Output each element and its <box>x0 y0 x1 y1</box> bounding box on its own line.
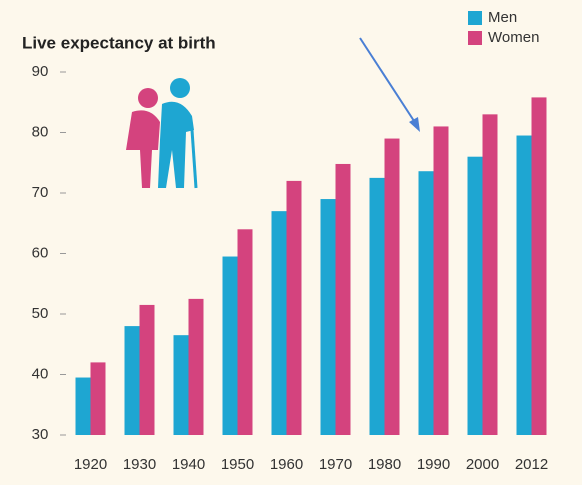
bar <box>516 135 532 435</box>
x-tick-label: 1950 <box>221 456 254 473</box>
arrow <box>359 37 420 132</box>
legend-label: Men <box>488 9 517 26</box>
y-tick-label: 40 <box>32 365 49 382</box>
x-tick-label: 1970 <box>319 456 352 473</box>
x-tick-label: 2012 <box>515 456 548 473</box>
bar <box>531 97 547 435</box>
bar <box>139 304 155 435</box>
y-tick-label: 90 <box>32 63 49 80</box>
chart-title: Live expectancy at birth <box>22 33 216 52</box>
y-tick-label: 50 <box>32 305 49 322</box>
bar <box>271 211 287 435</box>
y-tick-label: 60 <box>32 244 49 261</box>
bar <box>173 335 189 435</box>
bar <box>418 171 434 435</box>
x-tick-label: 2000 <box>466 456 499 473</box>
x-tick-label: 1980 <box>368 456 401 473</box>
bar <box>384 138 400 436</box>
bar <box>222 256 238 435</box>
bar <box>369 177 385 435</box>
bar <box>467 156 483 435</box>
x-tick-label: 1960 <box>270 456 303 473</box>
bar <box>433 126 449 435</box>
x-tick-label: 1920 <box>74 456 107 473</box>
bar <box>335 163 351 435</box>
bar <box>286 180 302 435</box>
y-tick-label: 80 <box>32 123 49 140</box>
bar <box>188 298 204 435</box>
bar <box>482 114 498 435</box>
y-tick-label: 70 <box>32 184 49 201</box>
x-tick-label: 1940 <box>172 456 205 473</box>
bar <box>237 229 253 435</box>
bar <box>90 362 106 435</box>
legend-swatch <box>468 31 482 45</box>
legend-label: Women <box>488 29 539 46</box>
bar <box>75 377 91 435</box>
x-tick-label: 1990 <box>417 456 450 473</box>
legend-swatch <box>468 11 482 25</box>
bar <box>124 326 140 435</box>
y-tick-label: 30 <box>32 426 49 443</box>
x-tick-label: 1930 <box>123 456 156 473</box>
icon <box>126 78 198 189</box>
bar <box>320 199 336 435</box>
